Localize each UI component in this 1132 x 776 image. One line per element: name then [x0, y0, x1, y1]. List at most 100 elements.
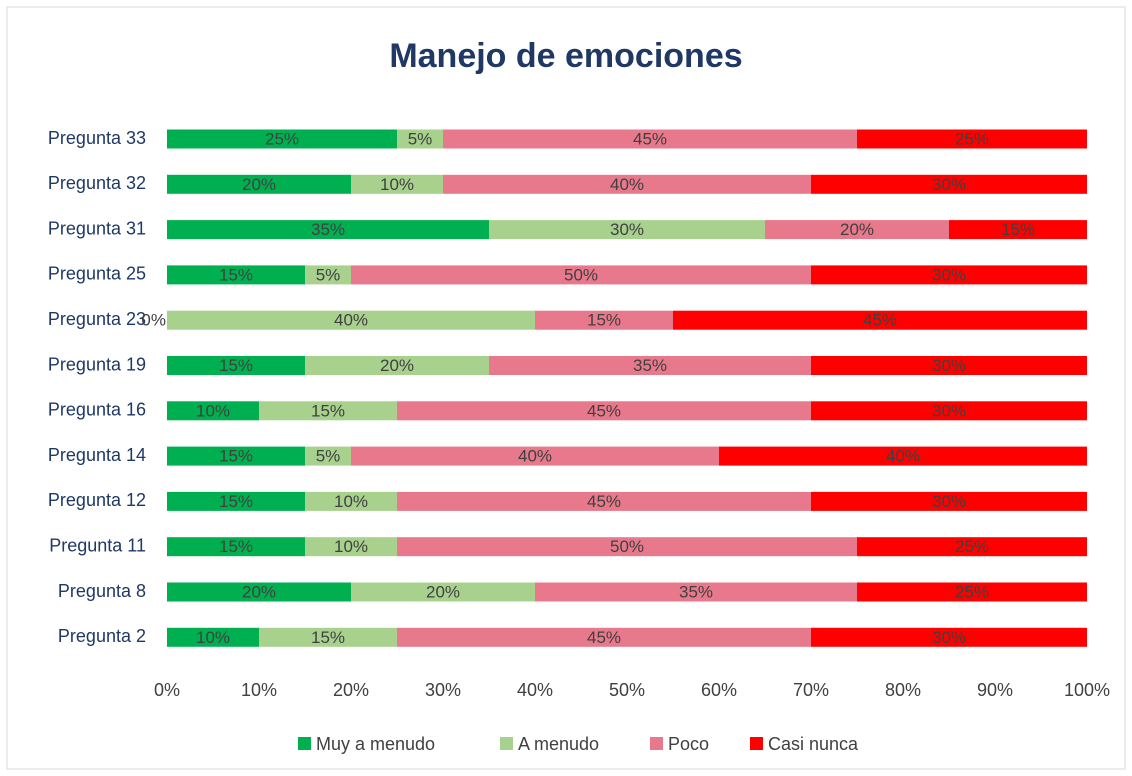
data-label: 25%: [955, 129, 989, 148]
x-tick-label: 0%: [154, 680, 180, 700]
y-tick-label: Pregunta 2: [58, 626, 146, 646]
data-label: 0%: [141, 311, 166, 330]
y-tick-label: Pregunta 12: [48, 490, 146, 510]
data-label: 5%: [316, 447, 341, 466]
bar-segment: [719, 446, 1087, 466]
bar-segment: [489, 220, 765, 240]
bar-segment: [949, 220, 1087, 240]
y-tick-label: Pregunta 23: [48, 309, 146, 329]
bar-segment: [811, 356, 1087, 375]
x-tick-label: 90%: [977, 680, 1013, 700]
bar-segment: [489, 356, 811, 375]
y-tick-label: Pregunta 19: [48, 354, 146, 374]
x-tick-label: 60%: [701, 680, 737, 700]
bar-segment: [443, 174, 811, 194]
bar-segment: [673, 310, 1087, 330]
x-tick-label: 50%: [609, 680, 645, 700]
bar-segment: [857, 537, 1087, 557]
bar-segment: [811, 265, 1087, 285]
data-label: 10%: [380, 175, 414, 194]
bar-segment: [351, 446, 719, 466]
data-label: 20%: [242, 175, 276, 194]
legend-label: Poco: [668, 734, 709, 754]
bar-segment: [397, 129, 443, 149]
legend-label: Muy a menudo: [316, 734, 435, 754]
data-label: 15%: [219, 356, 253, 375]
data-label: 5%: [408, 129, 433, 148]
data-label: 15%: [311, 401, 345, 420]
legend-swatch: [500, 737, 513, 750]
bar-segment: [305, 491, 397, 511]
y-tick-label: Pregunta 8: [58, 581, 146, 601]
data-label: 15%: [1001, 220, 1035, 239]
data-label: 45%: [587, 628, 621, 647]
data-label: 20%: [242, 582, 276, 601]
bar-segment: [351, 582, 535, 602]
bar-segment: [305, 265, 351, 285]
bar-segment: [811, 627, 1087, 647]
data-label: 15%: [311, 628, 345, 647]
data-label: 25%: [955, 537, 989, 556]
bar-segment: [167, 537, 305, 557]
data-label: 10%: [196, 401, 230, 420]
data-label: 15%: [219, 447, 253, 466]
bar-segment: [167, 129, 397, 149]
data-label: 50%: [610, 537, 644, 556]
bar-segment: [857, 129, 1087, 149]
bar-segment: [167, 446, 305, 466]
bar-segment: [167, 310, 535, 330]
legend-label: Casi nunca: [768, 734, 859, 754]
data-label: 35%: [679, 582, 713, 601]
bar-segment: [811, 174, 1087, 194]
y-tick-label: Pregunta 31: [48, 218, 146, 238]
bar-segment: [397, 537, 857, 557]
data-label: 35%: [311, 220, 345, 239]
data-label: 30%: [932, 492, 966, 511]
data-label: 50%: [564, 265, 598, 284]
y-tick-label: Pregunta 14: [48, 445, 146, 465]
data-label: 15%: [587, 311, 621, 330]
bar-segment: [305, 537, 397, 557]
x-tick-label: 10%: [241, 680, 277, 700]
data-label: 40%: [886, 447, 920, 466]
bar-segment: [259, 401, 397, 421]
chart-title: Manejo de emociones: [389, 37, 742, 75]
data-label: 40%: [334, 311, 368, 330]
data-label: 40%: [610, 175, 644, 194]
chart-frame: [6, 6, 1126, 770]
bar-segment: [167, 174, 351, 194]
data-label: 40%: [518, 447, 552, 466]
x-tick-label: 20%: [333, 680, 369, 700]
bar-segment: [351, 174, 443, 194]
bar-segment: [259, 627, 397, 647]
bar-segment: [167, 491, 305, 511]
x-tick-label: 80%: [885, 680, 921, 700]
y-tick-label: Pregunta 25: [48, 264, 146, 284]
data-label: 15%: [219, 265, 253, 284]
bar-segment: [167, 265, 305, 285]
legend-swatch: [750, 737, 763, 750]
bar-segment: [535, 582, 857, 602]
data-label: 45%: [587, 492, 621, 511]
y-tick-label: Pregunta 16: [48, 400, 146, 420]
bar-segment: [765, 220, 949, 240]
data-label: 45%: [633, 129, 667, 148]
bar-segment: [811, 491, 1087, 511]
data-label: 10%: [196, 628, 230, 647]
bar-segment: [397, 401, 811, 421]
data-label: 15%: [219, 537, 253, 556]
data-label: 10%: [334, 537, 368, 556]
legend-label: A menudo: [518, 734, 599, 754]
bar-segment: [167, 582, 351, 602]
bar-segment: [167, 401, 259, 421]
data-label: 5%: [316, 265, 341, 284]
bar-segment: [167, 627, 259, 647]
data-label: 45%: [587, 401, 621, 420]
data-label: 25%: [265, 129, 299, 148]
data-label: 20%: [380, 356, 414, 375]
bar-segment: [811, 401, 1087, 421]
data-label: 15%: [219, 492, 253, 511]
data-label: 30%: [932, 628, 966, 647]
data-label: 30%: [932, 401, 966, 420]
bar-segment: [351, 265, 811, 285]
